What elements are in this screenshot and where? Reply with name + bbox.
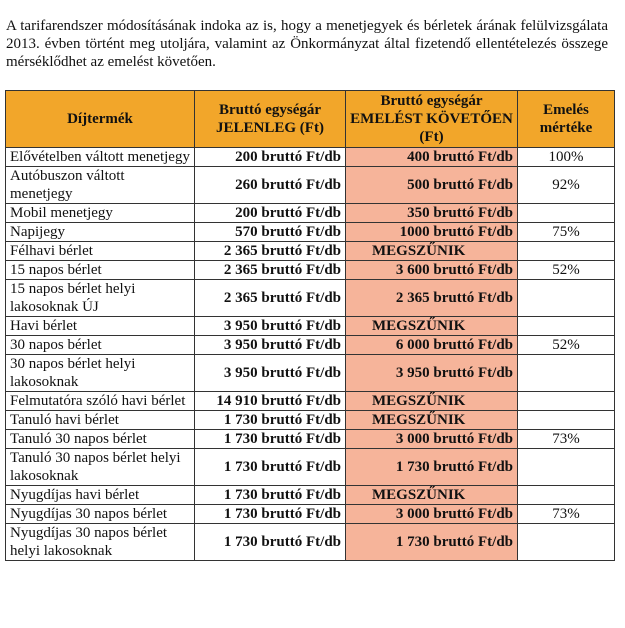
new-price-cell: MEGSZŰNIK [345,316,518,336]
new-price-cell: 1 730 bruttó Ft/db [345,523,518,561]
product-cell: Tanuló havi bérlet [5,410,195,430]
product-cell: 15 napos bérlet helyi lakosoknak ÚJ [5,279,195,317]
new-price-cell: 2 365 bruttó Ft/db [345,279,518,317]
product-cell: Félhavi bérlet [5,241,195,261]
current-price-cell: 1 730 bruttó Ft/db [194,504,346,524]
product-cell: 30 napos bérlet [5,335,195,355]
product-cell: Havi bérlet [5,316,195,336]
product-cell: 30 napos bérlet helyi lakosoknak [5,354,195,392]
increase-cell: 75% [517,222,615,242]
increase-cell [517,241,615,261]
intro-paragraph: A tarifarendszer módosításának indoka az… [6,18,608,70]
table-row: Mobil menetjegy 200 bruttó Ft/db 350 brutt… [5,203,615,223]
current-price-cell: 1 730 bruttó Ft/db [194,523,346,561]
table-row: Felmutatóra szóló havi bérlet 14 910 brut… [5,391,615,411]
new-price-cell: 3 000 bruttó Ft/db [345,504,518,524]
table-row: Nyugdíjas 30 napos bérlet 1 730 bruttó Ft… [5,504,615,524]
current-price-cell: 14 910 bruttó Ft/db [194,391,346,411]
product-cell: 15 napos bérlet [5,260,195,280]
table-row: 15 napos bérlet 2 365 bruttó Ft/db 3 600 b… [5,260,615,280]
header-current-price: Bruttó egységár JELENLEG (Ft) [194,90,346,148]
product-cell: Napijegy [5,222,195,242]
current-price-cell: 1 730 bruttó Ft/db [194,410,346,430]
product-cell: Mobil menetjegy [5,203,195,223]
new-price-cell: 3 000 bruttó Ft/db [345,429,518,449]
product-cell: Nyugdíjas 30 napos bérlet helyi lakosokn… [5,523,195,561]
new-price-cell: 400 bruttó Ft/db [345,147,518,167]
new-price-cell: 500 bruttó Ft/db [345,166,518,204]
increase-cell [517,279,615,317]
increase-cell [517,354,615,392]
product-cell: Tanuló 30 napos bérlet [5,429,195,449]
table-row: Havi bérlet 3 950 bruttó Ft/db MEGSZŰNIK [5,316,615,336]
increase-cell [517,391,615,411]
increase-cell [517,203,615,223]
increase-cell: 52% [517,335,615,355]
product-cell: Nyugdíjas 30 napos bérlet [5,504,195,524]
increase-cell: 100% [517,147,615,167]
increase-cell [517,448,615,486]
current-price-cell: 3 950 bruttó Ft/db [194,335,346,355]
current-price-cell: 2 365 bruttó Ft/db [194,279,346,317]
table-row: Tanuló 30 napos bérlet 1 730 bruttó Ft/db… [5,429,615,449]
current-price-cell: 200 bruttó Ft/db [194,203,346,223]
table-row: 15 napos bérlet helyi lakosoknak ÚJ 2 365… [5,279,615,317]
header-increase: Emelés mértéke [517,90,615,148]
table-row: Tanuló havi bérlet 1 730 bruttó Ft/db MEGS… [5,410,615,430]
new-price-cell: 3 600 bruttó Ft/db [345,260,518,280]
current-price-cell: 2 365 bruttó Ft/db [194,260,346,280]
table-row: Tanuló 30 napos bérlet helyi lakosoknak 1… [5,448,615,486]
increase-cell: 73% [517,429,615,449]
product-cell: Autóbuszon váltott menetjegy [5,166,195,204]
table-body: Elővételben váltott menetjegy 200 bruttó … [5,147,615,561]
new-price-cell: MEGSZŰNIK [345,241,518,261]
increase-cell [517,410,615,430]
new-price-cell: MEGSZŰNIK [345,410,518,430]
new-price-cell: MEGSZŰNIK [345,391,518,411]
current-price-cell: 260 bruttó Ft/db [194,166,346,204]
increase-cell [517,485,615,505]
new-price-cell: 3 950 bruttó Ft/db [345,354,518,392]
new-price-cell: 350 bruttó Ft/db [345,203,518,223]
current-price-cell: 200 bruttó Ft/db [194,147,346,167]
new-price-cell: 1 730 bruttó Ft/db [345,448,518,486]
increase-cell: 92% [517,166,615,204]
new-price-cell: MEGSZŰNIK [345,485,518,505]
new-price-cell: 1000 bruttó Ft/db [345,222,518,242]
increase-cell [517,523,615,561]
increase-cell: 52% [517,260,615,280]
table-row: 30 napos bérlet 3 950 bruttó Ft/db 6 000 b… [5,335,615,355]
current-price-cell: 1 730 bruttó Ft/db [194,429,346,449]
product-cell: Nyugdíjas havi bérlet [5,485,195,505]
current-price-cell: 3 950 bruttó Ft/db [194,316,346,336]
table-row: 30 napos bérlet helyi lakosoknak 3 950 br… [5,354,615,392]
current-price-cell: 2 365 bruttó Ft/db [194,241,346,261]
header-new-price: Bruttó egységár EMELÉST KÖVETŐEN (Ft) [345,90,518,148]
table-row: Elővételben váltott menetjegy 200 bruttó … [5,147,615,167]
table-row: Napijegy 570 bruttó Ft/db 1000 bruttó Ft/d… [5,222,615,242]
current-price-cell: 1 730 bruttó Ft/db [194,448,346,486]
table-header-row: Díjtermék Bruttó egységár JELENLEG (Ft) … [5,90,615,148]
increase-cell [517,316,615,336]
current-price-cell: 1 730 bruttó Ft/db [194,485,346,505]
table-row: Autóbuszon váltott menetjegy 260 bruttó F… [5,166,615,204]
product-cell: Felmutatóra szóló havi bérlet [5,391,195,411]
increase-cell: 73% [517,504,615,524]
header-product: Díjtermék [5,90,195,148]
product-cell: Tanuló 30 napos bérlet helyi lakosoknak [5,448,195,486]
product-cell: Elővételben váltott menetjegy [5,147,195,167]
current-price-cell: 570 bruttó Ft/db [194,222,346,242]
table-row: Félhavi bérlet 2 365 bruttó Ft/db MEGSZŰNI… [5,241,615,261]
table-row: Nyugdíjas havi bérlet 1 730 bruttó Ft/db M… [5,485,615,505]
fare-table: Díjtermék Bruttó egységár JELENLEG (Ft) … [5,90,615,561]
current-price-cell: 3 950 bruttó Ft/db [194,354,346,392]
new-price-cell: 6 000 bruttó Ft/db [345,335,518,355]
table-row: Nyugdíjas 30 napos bérlet helyi lakosokn… [5,523,615,561]
